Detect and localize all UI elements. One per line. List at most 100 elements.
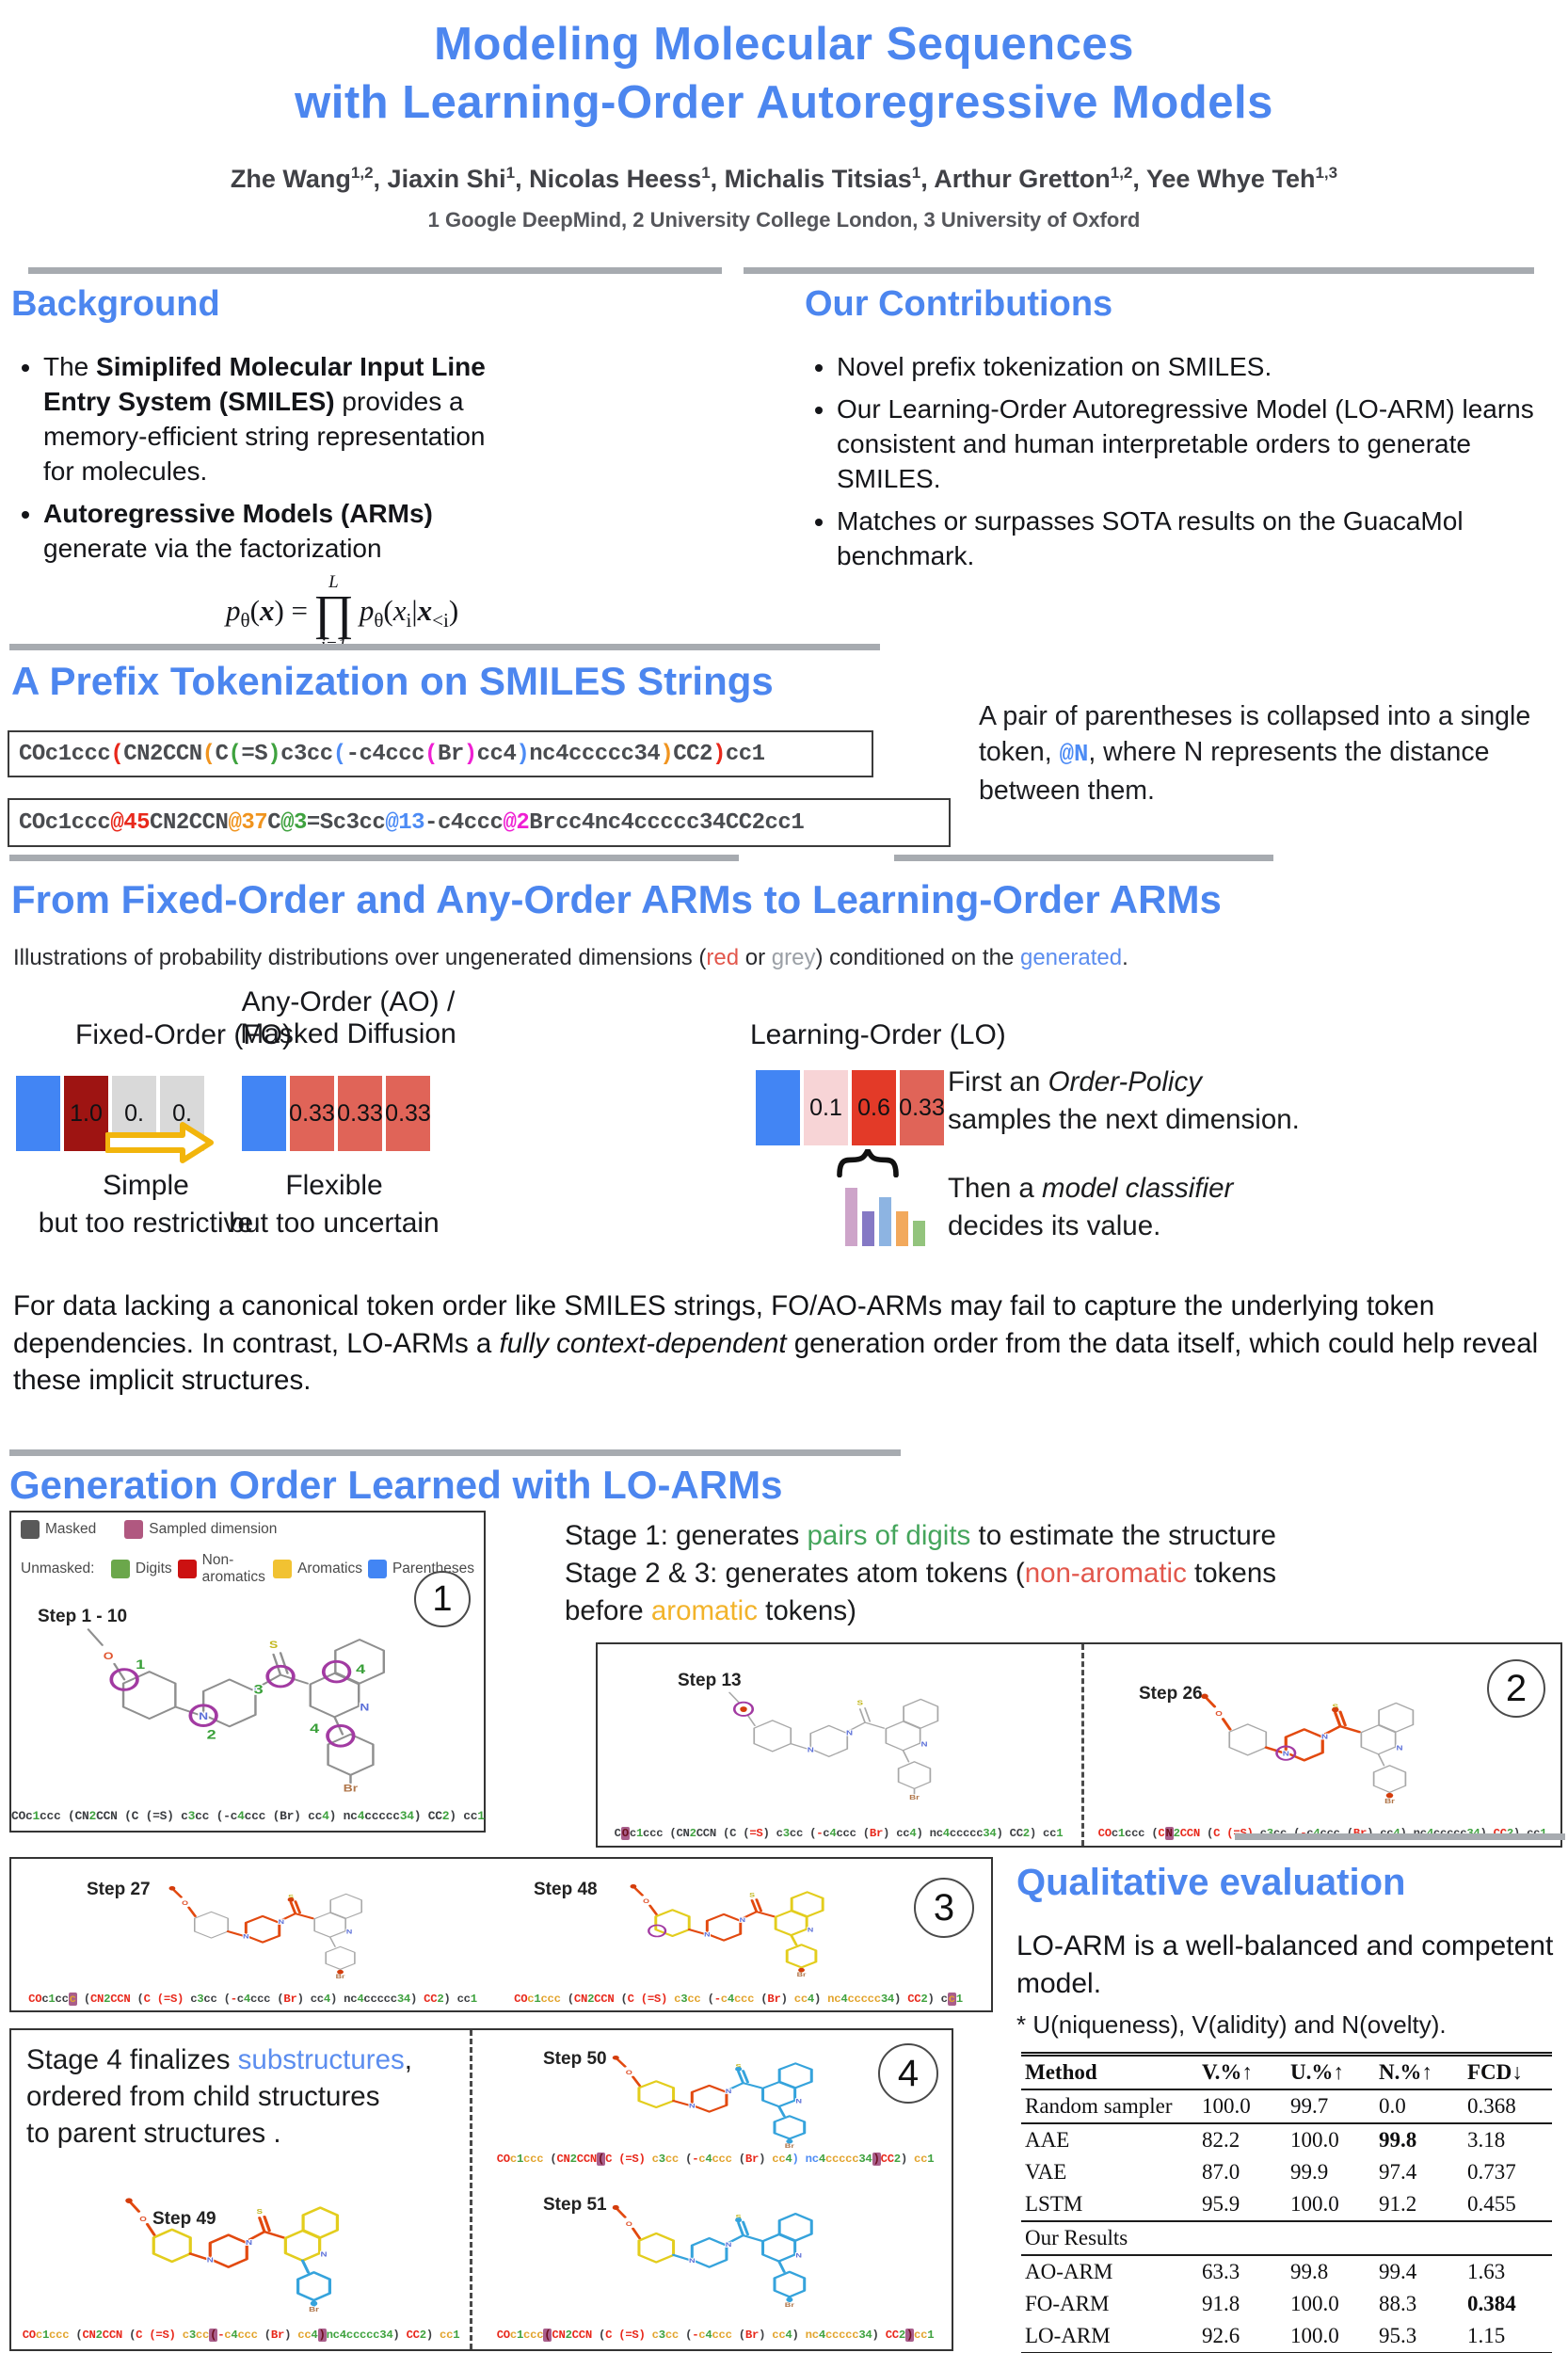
text-token: ccccc bbox=[949, 1827, 984, 1840]
text-token: - bbox=[713, 1993, 721, 2006]
text-token: Br bbox=[744, 2329, 760, 2342]
table-header: Method bbox=[1021, 2054, 1198, 2090]
panel-badge-4: 4 bbox=[878, 2043, 938, 2104]
stage-description: Stage 1: generates pairs of digits to es… bbox=[565, 1517, 1568, 1630]
text-token: Br bbox=[270, 2329, 285, 2342]
text-token: substructures bbox=[237, 2044, 405, 2075]
text-token: ) = bbox=[274, 594, 308, 628]
text-token: , bbox=[404, 2044, 412, 2075]
text-token: ) bbox=[284, 2329, 298, 2342]
text-token: ) nc bbox=[329, 1993, 358, 2006]
text-token: CC bbox=[424, 1993, 438, 2006]
text-token: ) bbox=[660, 741, 674, 767]
molecule-step-50: O N N N S Br bbox=[612, 2055, 813, 2149]
table-cell: 88.3 bbox=[1379, 2292, 1417, 2315]
probability-cell bbox=[16, 1076, 60, 1151]
text-token: c bbox=[41, 1993, 49, 2006]
text-token: ) nc bbox=[916, 1827, 943, 1840]
distribution-bar bbox=[896, 1211, 908, 1246]
table-cell: 100.0 bbox=[1290, 2292, 1339, 2315]
contribution-item: Our Learning-Order Autoregressive Model … bbox=[837, 392, 1548, 496]
text-token: ccc bbox=[523, 2329, 544, 2342]
digits-swatch bbox=[110, 1560, 130, 1578]
text-token: ccc bbox=[712, 2153, 732, 2166]
table-cell: 0.0 bbox=[1379, 2094, 1406, 2118]
text-token: C bbox=[614, 1827, 621, 1840]
svg-text:N: N bbox=[243, 1933, 248, 1940]
text-token: 1 bbox=[516, 2153, 524, 2166]
text-token: @2 bbox=[503, 809, 530, 836]
ao-caption-1: Flexible bbox=[285, 1170, 383, 1201]
panel-badge-2: 2 bbox=[1487, 1659, 1545, 1718]
text-token: 4 bbox=[357, 1993, 364, 2006]
ao-probability-cells: 0.33 0.33 0.33 bbox=[242, 1076, 431, 1151]
formula-lhs: pθ(x) = bbox=[226, 594, 308, 632]
text-token: 2 bbox=[565, 2329, 572, 2342]
text-token: First an bbox=[948, 1066, 1048, 1097]
text-token: CN bbox=[573, 1993, 588, 2006]
stage4-description: Stage 4 finalizes substructures, ordered … bbox=[26, 2041, 461, 2152]
svg-text:N: N bbox=[846, 1729, 853, 1737]
text-token: Br bbox=[283, 1993, 297, 2006]
text-token: 3 bbox=[188, 2329, 196, 2342]
text-token: 3 bbox=[197, 1993, 204, 2006]
text-token: Br bbox=[767, 1993, 781, 2006]
text-token: to parent structures . bbox=[26, 2118, 281, 2149]
text-token: Br bbox=[437, 741, 464, 767]
text-token: 4 bbox=[323, 1993, 330, 2006]
text-token: - bbox=[692, 2329, 699, 2342]
table-cell: LO-ARM bbox=[1025, 2324, 1111, 2347]
text-token: ( bbox=[209, 2329, 218, 2342]
panel-divider-dashed bbox=[1081, 1644, 1084, 1846]
text-token: 1,3 bbox=[1315, 164, 1338, 182]
svg-text:N: N bbox=[207, 2256, 214, 2265]
text-token: ) cc bbox=[1029, 1827, 1057, 1840]
contributions-bullets: Novel prefix tokenization on SMILES. Our… bbox=[805, 349, 1548, 573]
ao-label: Any-Order (AO) / Masked Diffusion bbox=[240, 986, 456, 1049]
text-token: ) bbox=[872, 2329, 886, 2342]
smiles-step-13: COc1ccc (CN2CCN (C (=S) c3cc (-c4ccc (Br… bbox=[603, 1827, 1074, 1840]
text-token: ccc bbox=[523, 2153, 544, 2166]
svg-text:Br: Br bbox=[336, 1974, 345, 1979]
table-cell: 99.7 bbox=[1290, 2094, 1329, 2118]
text-token: @3 bbox=[280, 809, 307, 836]
text-token: ccccc bbox=[363, 1993, 397, 2006]
text-token: ( bbox=[679, 2153, 693, 2166]
text-token: ccc bbox=[712, 2329, 732, 2342]
table-cell: 100.0 bbox=[1290, 2192, 1339, 2216]
text-token: fully context-dependent bbox=[499, 1327, 787, 1359]
text-token: cc (-c bbox=[195, 1809, 238, 1823]
text-token: ordered from child structures bbox=[26, 2081, 380, 2112]
text-token: pairs of digits bbox=[807, 1520, 971, 1551]
text-token: 4 bbox=[785, 2329, 792, 2342]
text-token: Stage 4 finalizes bbox=[26, 2044, 238, 2075]
page-title: Modeling Molecular Sequences with Learni… bbox=[0, 15, 1568, 132]
svg-text:N: N bbox=[1396, 1744, 1402, 1752]
text-token: ( bbox=[731, 2153, 745, 2166]
smiles-step-51: COc1ccc(CN2CCN (C (=S) c3cc (-c4ccc (Br)… bbox=[479, 2329, 952, 2342]
text-token: For data lacking a canonical token order… bbox=[13, 1290, 1435, 1359]
table-cell: 92.6 bbox=[1202, 2324, 1240, 2347]
table-cell: 0.737 bbox=[1467, 2160, 1516, 2184]
lo-label: Learning-Order (LO) bbox=[750, 1019, 1006, 1050]
table-cell: 99.9 bbox=[1290, 2160, 1329, 2184]
text-token: CCN bbox=[576, 2153, 598, 2166]
text-token: ccc ( bbox=[249, 1993, 284, 2006]
text-token: 2 bbox=[569, 2153, 577, 2166]
step-label: Step 50 bbox=[543, 2049, 607, 2069]
smiles-step-49: COc1ccc (CN2CCN (C (=S) c3cc(-c4ccc (Br)… bbox=[13, 2329, 469, 2342]
text-token: c bbox=[68, 1993, 77, 2006]
text-token: Br bbox=[869, 1827, 884, 1840]
text-token: ccc bbox=[540, 1993, 561, 2006]
table-header: FCD↓ bbox=[1464, 2054, 1552, 2090]
text-token: ) bbox=[267, 741, 281, 767]
text-token: samples the next dimension. bbox=[948, 1104, 1300, 1135]
results-table: Method V.%↑ U.%↑ N.%↑ FCD↓ Random sampler 100.… bbox=[1021, 2052, 1552, 2353]
text-token: COc1ccc bbox=[19, 809, 111, 836]
text-token: 1 bbox=[516, 2329, 524, 2342]
legend-aromatics-label: Aromatics bbox=[297, 1561, 362, 1577]
text-token: CO bbox=[22, 2329, 36, 2342]
text-token: @45 bbox=[110, 809, 151, 836]
text-token: CCN (C ( bbox=[696, 1827, 750, 1840]
step-label: Step 51 bbox=[543, 2195, 607, 2215]
